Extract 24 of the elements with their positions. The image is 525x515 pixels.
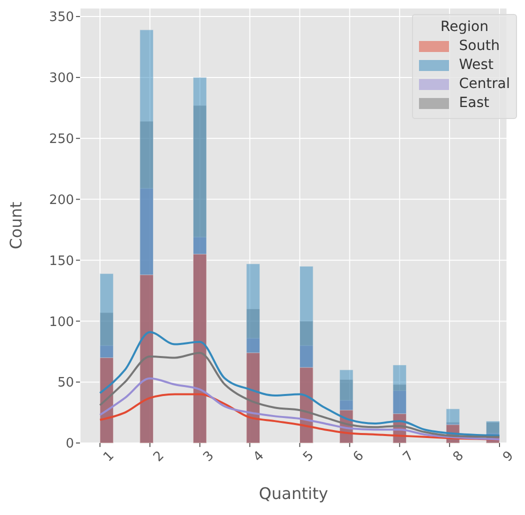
x-tick-label: 2 [150, 448, 168, 465]
legend-label: East [459, 95, 490, 111]
x-tick-label: 7 [400, 448, 417, 465]
y-axis-title: Count [6, 202, 26, 250]
y-tick-label: 50 [57, 376, 74, 391]
y-tick-label: 100 [49, 314, 74, 330]
legend-title: Region [440, 19, 490, 35]
x-axis-title: Quantity [258, 484, 328, 503]
x-tick-label: 3 [200, 448, 218, 465]
x-tick-label: 5 [300, 448, 318, 465]
legend-label: Central [459, 76, 510, 92]
legend-label: South [459, 38, 500, 54]
x-tick-label: 4 [250, 448, 268, 465]
y-tick-label: 0 [66, 436, 74, 452]
y-tick-label: 150 [49, 254, 74, 269]
x-tick-label: 1 [100, 448, 118, 465]
x-tick-label: 8 [450, 448, 467, 465]
y-tick-label: 200 [49, 192, 74, 208]
x-tick-label: 9 [500, 448, 517, 465]
y-tick-label: 300 [49, 71, 74, 86]
x-tick-label: 6 [350, 448, 368, 465]
y-tick-label: 350 [49, 10, 74, 26]
legend-label: West [459, 57, 494, 73]
y-tick-label: 250 [49, 132, 74, 147]
